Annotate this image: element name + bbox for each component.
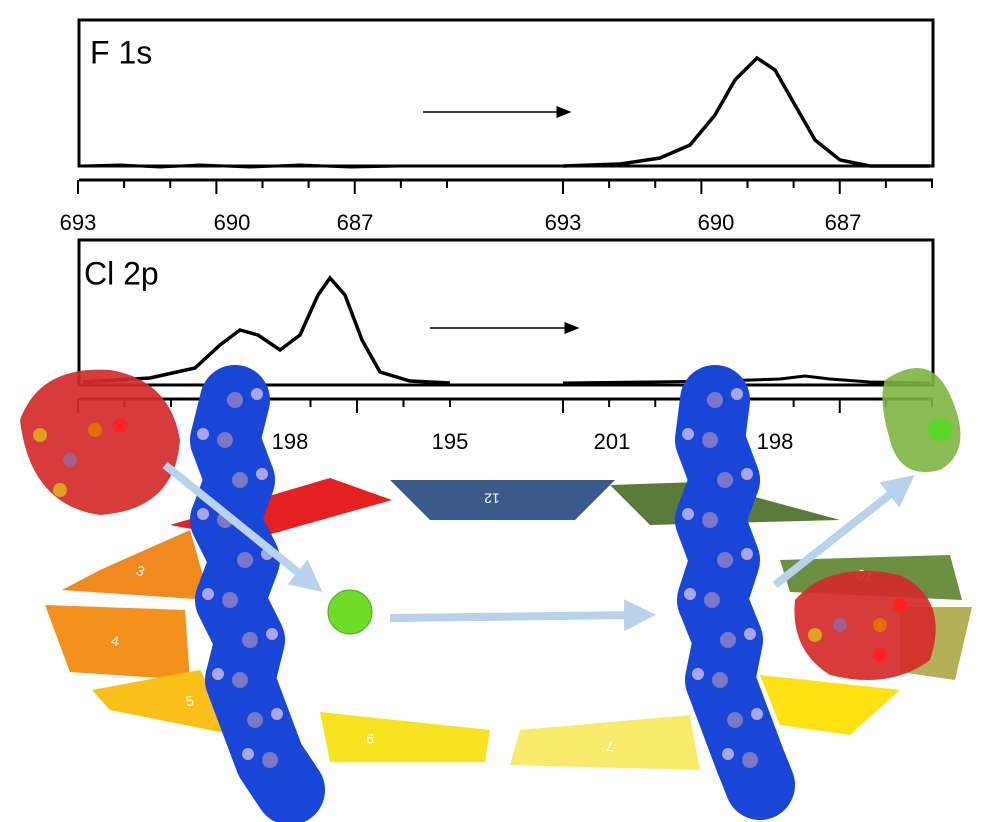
atom (217, 432, 233, 448)
flow-arrow (162, 461, 323, 593)
atom (720, 632, 736, 648)
panel-label: F 1s (90, 34, 152, 70)
segment-label: 7 (606, 738, 614, 754)
atom (722, 748, 734, 760)
spectrum (82, 275, 451, 385)
atom (893, 598, 907, 612)
ring-segment (92, 670, 235, 735)
atom (266, 628, 278, 640)
tick-label: 687 (825, 210, 862, 235)
atom (682, 508, 694, 520)
atom (222, 592, 238, 608)
segment-label: 12 (484, 490, 500, 506)
tick-label: 198 (272, 429, 309, 454)
panel-frame (77, 238, 935, 387)
atom (271, 708, 283, 720)
ring-segment (62, 530, 210, 600)
atom (262, 752, 278, 768)
atom (928, 418, 952, 442)
segment-label: 4 (110, 632, 121, 649)
atom (33, 428, 47, 442)
atom (712, 672, 728, 688)
chloride-ion (327, 589, 373, 635)
atom (808, 628, 822, 642)
segment-label: 6 (366, 731, 374, 747)
atom (242, 748, 254, 760)
atom (742, 752, 758, 768)
ring-segment (510, 715, 700, 770)
tick-label: 690 (214, 210, 251, 235)
atom (232, 472, 248, 488)
atom (702, 512, 718, 528)
atom (202, 588, 214, 600)
tick-label: 201 (594, 429, 631, 454)
flow-arrow (389, 599, 656, 632)
atom (707, 392, 723, 408)
chloride-blob (882, 368, 961, 472)
atom (873, 618, 887, 632)
tick-label: 195 (432, 429, 469, 454)
atom (741, 468, 753, 480)
ring-segment (760, 675, 900, 735)
flow-arrow (772, 475, 915, 589)
tick-label: 687 (337, 210, 374, 235)
anion-blob (20, 369, 180, 515)
atom (88, 423, 102, 437)
atom (63, 453, 77, 467)
atom (682, 428, 694, 440)
atom (873, 648, 887, 662)
spectrum (82, 163, 450, 169)
atom (717, 472, 733, 488)
atom (197, 508, 209, 520)
atom (717, 552, 733, 568)
ring-segment (320, 712, 490, 762)
atom (684, 588, 696, 600)
atom (212, 668, 224, 680)
atom (751, 708, 763, 720)
atom (53, 483, 67, 497)
atom (197, 428, 209, 440)
atom (251, 388, 263, 400)
atom (242, 632, 258, 648)
atom (741, 548, 753, 560)
tick-label: 198 (757, 429, 794, 454)
atom (256, 468, 268, 480)
segment-label: 5 (185, 692, 196, 709)
panel-frame (77, 18, 935, 168)
atom (727, 712, 743, 728)
atom (113, 418, 127, 432)
atom (227, 392, 243, 408)
tick-label: 690 (698, 210, 735, 235)
atom (744, 628, 756, 640)
atom (833, 618, 847, 632)
atom (692, 668, 704, 680)
ring-segment (390, 480, 615, 520)
panel-label: Cl 2p (84, 255, 159, 291)
atom (702, 432, 718, 448)
atom (704, 592, 720, 608)
atom (237, 552, 253, 568)
anion-blob (794, 570, 936, 680)
spectrum (562, 55, 930, 168)
atom (731, 388, 743, 400)
tick-label: 693 (545, 210, 582, 235)
spectrum (562, 374, 931, 385)
atom (232, 672, 248, 688)
atom (247, 712, 263, 728)
ring-segment (45, 605, 190, 680)
tick-label: 693 (60, 210, 97, 235)
